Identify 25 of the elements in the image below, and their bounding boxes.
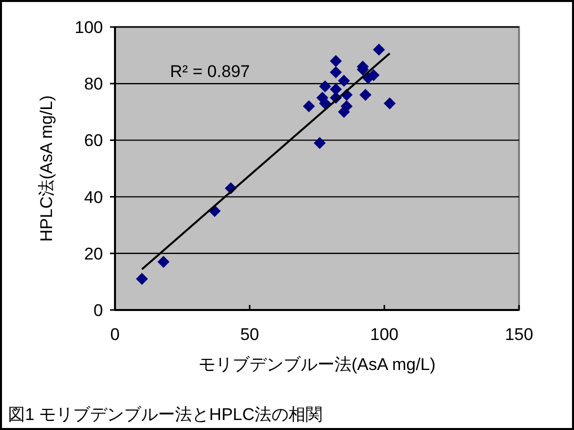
x-tick-label: 0 [110, 325, 120, 344]
x-axis-title: モリブデンブルー法(AsA mg/L) [198, 355, 436, 374]
caption: 図1 モリブデンブルー法とHPLC法の相関 [8, 405, 323, 424]
y-tick-label: 80 [84, 74, 103, 94]
point [314, 137, 326, 150]
y-tick-label: 20 [84, 244, 103, 264]
x-tick-label: 50 [240, 325, 260, 344]
x-tick-label: 150 [504, 325, 534, 344]
point [319, 80, 332, 92]
point [330, 54, 342, 67]
point [372, 44, 385, 56]
y-tick-label: 100 [74, 18, 103, 37]
point [330, 66, 342, 78]
point [157, 256, 170, 268]
point [384, 97, 396, 110]
y-tick-label: 60 [84, 131, 103, 150]
y-tick-label: 40 [84, 188, 103, 207]
annotation: R² = 0.897 [170, 62, 250, 81]
point [136, 272, 148, 285]
y-axis-title: HPLC法(AsA mg/L) [37, 95, 56, 242]
point [338, 74, 350, 87]
x-tick-label: 100 [370, 325, 399, 344]
point [359, 88, 372, 101]
y-tick-label: 0 [94, 301, 103, 320]
point [302, 100, 315, 112]
